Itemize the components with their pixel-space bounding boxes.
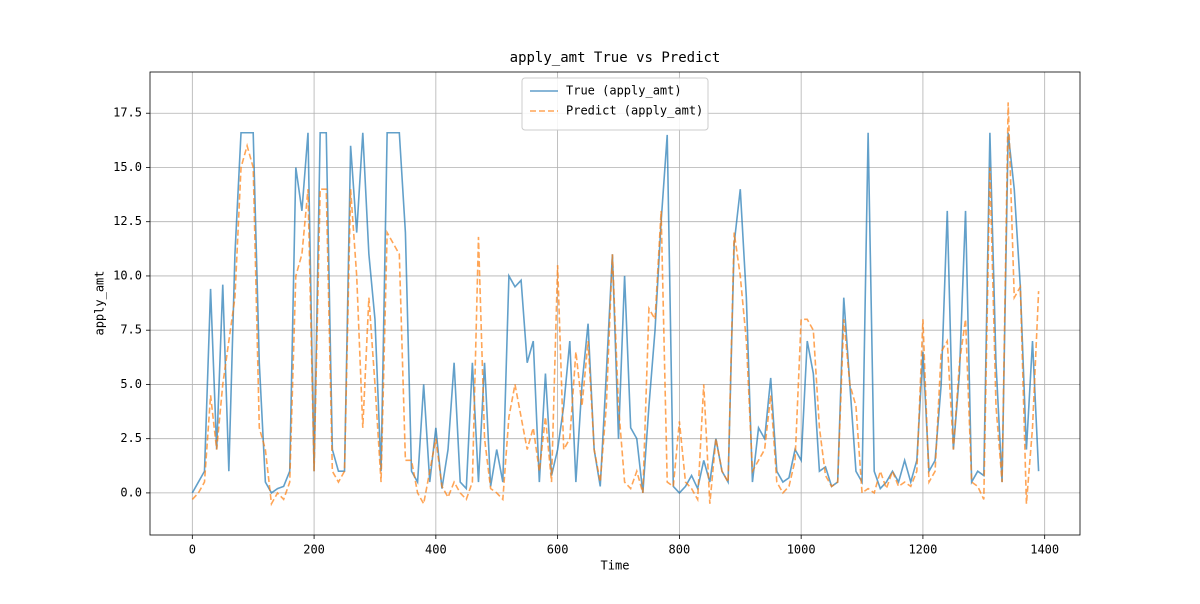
x-tick-label: 1400 bbox=[1030, 543, 1059, 557]
y-tick-label: 0.0 bbox=[120, 485, 142, 499]
y-tick-label: 7.5 bbox=[120, 323, 142, 337]
y-tick-label: 12.5 bbox=[113, 214, 142, 228]
y-axis-label: apply_amt bbox=[93, 270, 107, 335]
plot-area bbox=[191, 102, 1040, 507]
x-axis-label: Time bbox=[601, 559, 630, 573]
grid bbox=[150, 72, 1080, 535]
x-tick-label: 200 bbox=[303, 543, 325, 557]
legend: True (apply_amt) Predict (apply_amt) bbox=[521, 77, 709, 131]
x-tick-label: 600 bbox=[547, 543, 569, 557]
x-tick-label: 1000 bbox=[787, 543, 816, 557]
chart-title: apply_amt True vs Predict bbox=[510, 50, 721, 66]
data-line bbox=[191, 102, 1040, 507]
y-tick-label: 10.0 bbox=[113, 268, 142, 282]
x-tick-label: 400 bbox=[425, 543, 447, 557]
y-tick-label: 5.0 bbox=[120, 377, 142, 391]
x-tick-label: 1200 bbox=[908, 543, 937, 557]
legend-label: Predict (apply_amt) bbox=[566, 104, 703, 118]
x-tick-label: 800 bbox=[669, 543, 691, 557]
legend-box bbox=[521, 77, 709, 131]
x-tick-label: 0 bbox=[189, 543, 196, 557]
y-tick-label: 17.5 bbox=[113, 106, 142, 120]
y-tick-label: 2.5 bbox=[120, 431, 142, 445]
legend-label: True (apply_amt) bbox=[566, 84, 682, 98]
y-tick-label: 15.0 bbox=[113, 160, 142, 174]
axes-frame bbox=[149, 71, 1081, 536]
